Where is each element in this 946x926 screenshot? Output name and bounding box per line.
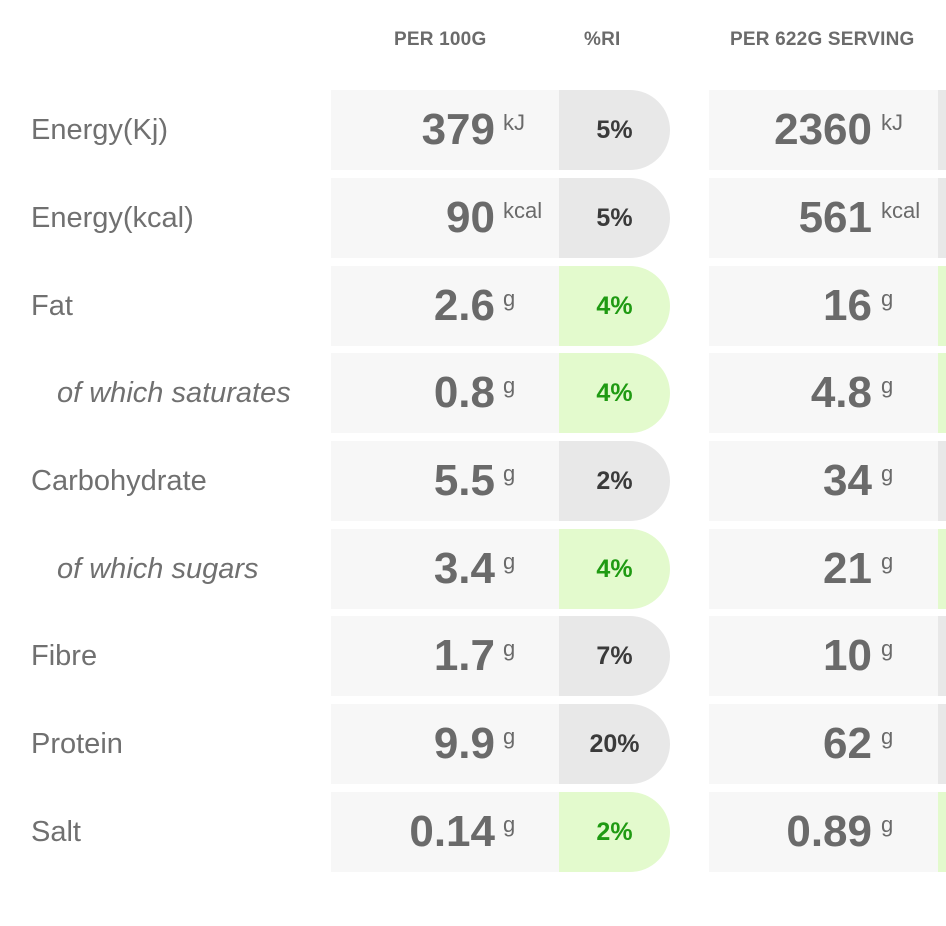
- per-100g-value: 0.14: [409, 807, 495, 856]
- per-100g-unit: kJ: [503, 110, 525, 135]
- per-serving-value: 0.89: [786, 807, 872, 856]
- ri-header: %RI: [584, 29, 621, 50]
- per-100g-cell: 0.8 g: [331, 353, 561, 433]
- per-serving-unit: g: [881, 461, 894, 486]
- per-100g-cell: 9.9 g: [331, 704, 561, 784]
- per-serving-cell: 34 g: [709, 441, 938, 521]
- per-100g-cell: 379 kJ: [331, 90, 561, 170]
- per-100g-unit: g: [503, 724, 516, 749]
- per-100g-cell: 3.4 g: [331, 529, 561, 609]
- nutrient-label: Salt: [31, 815, 81, 848]
- nutrient-label: Fat: [31, 289, 73, 322]
- per-serving-header: PER 622G SERVING: [730, 29, 915, 50]
- per-serving-unit: kcal: [881, 198, 921, 223]
- serving-ri-strip: [938, 616, 946, 696]
- per-100g-unit: g: [503, 461, 516, 486]
- per-100g-unit: g: [503, 286, 516, 311]
- per-serving-cell: 16 g: [709, 266, 938, 346]
- per-serving-value: 21: [823, 544, 872, 593]
- table-header: PER 100G %RI PER 622G SERVING: [0, 29, 946, 57]
- per-serving-unit: kJ: [881, 110, 903, 135]
- per-serving-value: 10: [823, 631, 872, 680]
- ri-badge: 20%: [559, 704, 670, 784]
- per-serving-value: 2360: [774, 105, 872, 154]
- per-serving-cell: 561 kcal: [709, 178, 938, 258]
- serving-ri-strip: [938, 529, 946, 609]
- ri-badge: 4%: [559, 266, 670, 346]
- per-serving-unit: g: [881, 373, 894, 398]
- per-100g-unit: g: [503, 636, 516, 661]
- per-100g-value: 90: [446, 193, 495, 242]
- per-100g-cell: 0.14 g: [331, 792, 561, 872]
- table-row: Fibre 1.7 g 7% 10 g: [0, 616, 946, 696]
- per-serving-value: 4.8: [810, 368, 872, 417]
- table-row: Fat 2.6 g 4% 16 g: [0, 266, 946, 346]
- per-100g-unit: kcal: [503, 198, 543, 223]
- serving-ri-strip: [938, 266, 946, 346]
- per-100g-unit: g: [503, 549, 516, 574]
- nutrient-label: of which sugars: [57, 552, 259, 585]
- nutrient-label: Carbohydrate: [31, 464, 207, 497]
- per-serving-unit: g: [881, 636, 894, 661]
- ri-badge: 4%: [559, 353, 670, 433]
- table-row: of which sugars 3.4 g 4% 21 g: [0, 529, 946, 609]
- per-100g-cell: 2.6 g: [331, 266, 561, 346]
- serving-ri-strip: [938, 90, 946, 170]
- table-row: Salt 0.14 g 2% 0.89 g: [0, 792, 946, 872]
- nutrient-label: Energy(kcal): [31, 201, 194, 234]
- per-serving-cell: 2360 kJ: [709, 90, 938, 170]
- per-serving-cell: 10 g: [709, 616, 938, 696]
- serving-ri-strip: [938, 178, 946, 258]
- per-serving-cell: 21 g: [709, 529, 938, 609]
- nutrient-label: Energy(Kj): [31, 113, 168, 146]
- per-serving-value: 34: [823, 456, 872, 505]
- serving-ri-strip: [938, 441, 946, 521]
- table-row: Protein 9.9 g 20% 62 g: [0, 704, 946, 784]
- ri-badge: 2%: [559, 792, 670, 872]
- per-100g-header: PER 100G: [394, 29, 487, 50]
- table-row: Energy(Kj) 379 kJ 5% 2360 kJ: [0, 90, 946, 170]
- nutrient-label: of which saturates: [57, 376, 291, 409]
- per-100g-value: 5.5: [433, 456, 495, 505]
- per-serving-value: 62: [823, 719, 872, 768]
- table-row: Energy(kcal) 90 kcal 5% 561 kcal: [0, 178, 946, 258]
- nutrient-label: Protein: [31, 727, 123, 760]
- per-serving-cell: 62 g: [709, 704, 938, 784]
- per-100g-cell: 5.5 g: [331, 441, 561, 521]
- per-100g-value: 379: [421, 105, 495, 154]
- per-100g-cell: 1.7 g: [331, 616, 561, 696]
- per-100g-value: 3.4: [433, 544, 495, 593]
- table-row: Carbohydrate 5.5 g 2% 34 g: [0, 441, 946, 521]
- per-100g-unit: g: [503, 812, 516, 837]
- per-serving-unit: g: [881, 724, 894, 749]
- serving-ri-strip: [938, 353, 946, 433]
- ri-badge: 5%: [559, 90, 670, 170]
- serving-ri-strip: [938, 792, 946, 872]
- nutrient-label: Fibre: [31, 639, 98, 672]
- ri-badge: 2%: [559, 441, 670, 521]
- per-100g-value: 2.6: [433, 281, 495, 330]
- per-100g-value: 0.8: [433, 368, 495, 417]
- per-serving-cell: 4.8 g: [709, 353, 938, 433]
- table-row: of which saturates 0.8 g 4% 4.8 g: [0, 353, 946, 433]
- per-100g-value: 9.9: [433, 719, 495, 768]
- per-100g-unit: g: [503, 373, 516, 398]
- ri-badge: 4%: [559, 529, 670, 609]
- serving-ri-strip: [938, 704, 946, 784]
- per-serving-value: 16: [823, 281, 872, 330]
- per-100g-value: 1.7: [433, 631, 495, 680]
- per-serving-unit: g: [881, 286, 894, 311]
- ri-badge: 5%: [559, 178, 670, 258]
- per-100g-cell: 90 kcal: [331, 178, 561, 258]
- per-serving-value: 561: [798, 193, 872, 242]
- per-serving-unit: g: [881, 812, 894, 837]
- ri-badge: 7%: [559, 616, 670, 696]
- per-serving-cell: 0.89 g: [709, 792, 938, 872]
- per-serving-unit: g: [881, 549, 894, 574]
